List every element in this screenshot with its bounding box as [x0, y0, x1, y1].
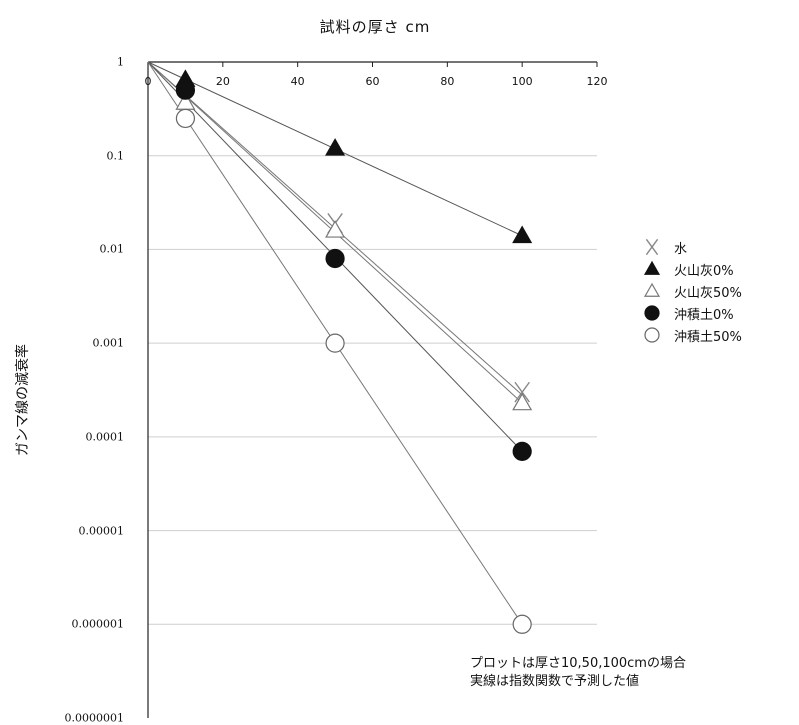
legend-symbol	[644, 327, 660, 343]
x-tick-label: 20	[215, 75, 230, 88]
chart-title: 試料の厚さ cm	[319, 18, 431, 36]
data-point-1	[512, 225, 533, 244]
legend-item: 水	[640, 236, 742, 258]
data-point-2	[325, 220, 346, 238]
legend-marker	[643, 260, 661, 275]
legend-item: 沖積土50%	[640, 324, 742, 346]
y-tick-label: 0.01	[99, 242, 125, 256]
legend-item: 火山灰50%	[640, 280, 742, 302]
x-tick-label: 120	[586, 75, 608, 88]
y-tick-label: 1	[117, 55, 124, 69]
x-tick-label: 60	[365, 75, 380, 88]
legend-marker	[643, 282, 661, 297]
data-point-2	[512, 392, 533, 411]
data-points	[175, 69, 533, 634]
legend: 水火山灰0% 火山灰50% 沖積土0% 沖積土50%	[640, 236, 742, 346]
legend-label: 沖積土0%	[674, 307, 734, 323]
x-tick-label: 80	[440, 75, 455, 88]
legend-symbol	[643, 282, 661, 297]
legend-label: 沖積土50%	[674, 329, 742, 345]
y-tick-label: 0.001	[92, 336, 125, 350]
data-point-0	[514, 381, 530, 403]
legend-item: 火山灰0%	[640, 258, 742, 280]
legend-symbol	[644, 305, 660, 321]
data-point-4	[175, 108, 196, 129]
y-tick-label: 0.00001	[78, 524, 125, 538]
x-tick-label: 40	[290, 75, 305, 88]
legend-marker	[645, 238, 659, 256]
y-tick-label: 0.0000001	[64, 711, 125, 725]
axes	[147, 61, 598, 718]
legend-marker	[644, 327, 660, 343]
legend-label: 火山灰0%	[674, 263, 734, 279]
legend-symbol	[643, 260, 661, 275]
legend-item: 沖積土0%	[640, 302, 742, 324]
gridlines	[148, 155, 597, 625]
data-point-1	[325, 138, 346, 156]
x-tick-label: 0	[144, 75, 152, 88]
x-tick-label: 100	[511, 75, 533, 88]
legend-label: 火山灰50%	[674, 285, 742, 301]
y-tick-label: 0.0001	[85, 430, 125, 444]
annotation-note: プロットは厚さ10,50,100cmの場合 実線は指数関数で予測した値	[470, 655, 686, 691]
data-point-4	[512, 614, 532, 634]
annotation-line-1: プロットは厚さ10,50,100cmの場合	[470, 656, 686, 671]
y-tick-label: 0.000001	[71, 617, 125, 631]
data-point-3	[512, 441, 532, 461]
annotation-line-2: 実線は指数関数で予測した値	[470, 674, 640, 689]
legend-marker	[644, 305, 660, 321]
y-tick-label: 0.1	[106, 149, 125, 163]
data-point-3	[325, 248, 345, 269]
data-point-3	[175, 80, 196, 100]
data-point-4	[325, 333, 345, 353]
legend-symbol	[645, 238, 659, 256]
legend-label: 水	[674, 241, 688, 257]
